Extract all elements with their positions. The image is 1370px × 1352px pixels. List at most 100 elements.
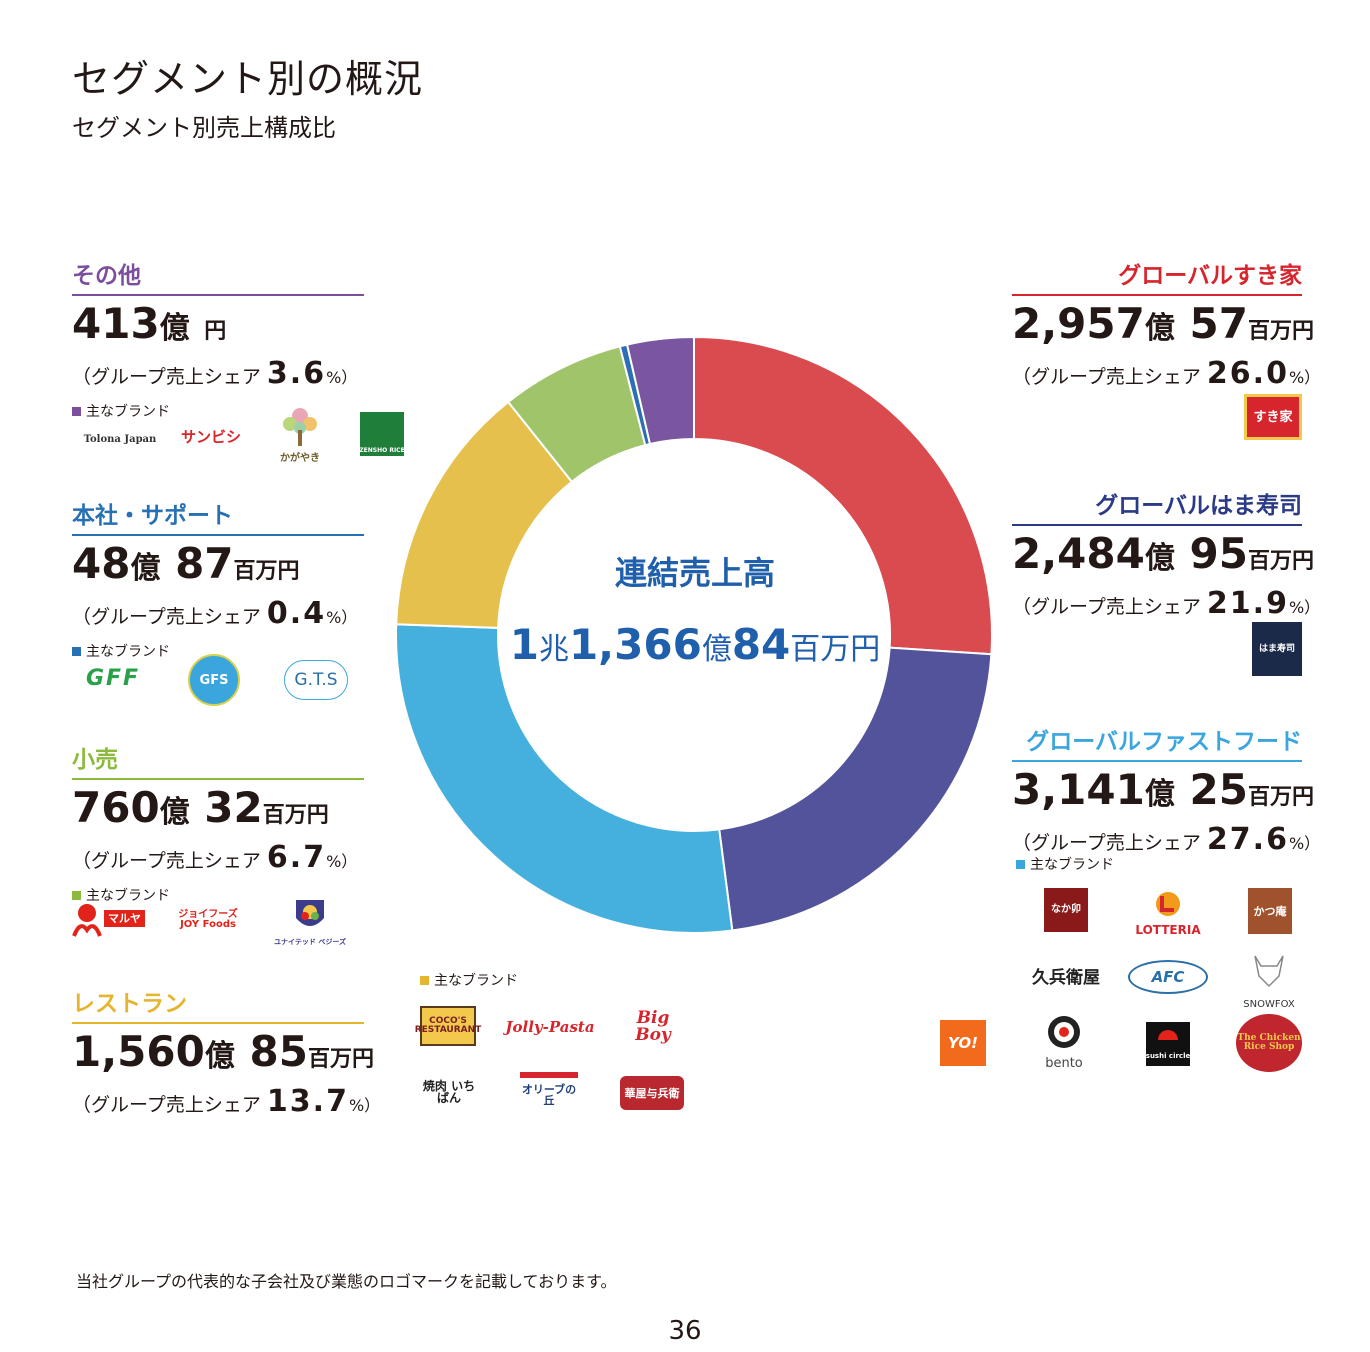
share-suffix: %） bbox=[326, 852, 358, 871]
snowfox-label: SNOWFOX bbox=[1243, 999, 1295, 1010]
amount-oku: 48 bbox=[72, 539, 131, 588]
bento-label: bento bbox=[1045, 1056, 1083, 1071]
segment-hama: グローバルはま寿司 2,484億 95百万円 （グループ売上シェア 21.9%） bbox=[1012, 486, 1320, 621]
share-value: 0.4 bbox=[266, 596, 327, 631]
segment-amount: 413億 円 bbox=[72, 302, 364, 354]
brand-logo-sanbishi: サンビシ bbox=[180, 427, 241, 446]
donut-slice-2 bbox=[395, 623, 734, 934]
bento-roll-icon bbox=[1048, 1016, 1080, 1048]
brands-label: 主なブランド bbox=[86, 644, 170, 660]
donut-slice-1 bbox=[718, 646, 993, 932]
lotteria-label: LOTTERIA bbox=[1135, 923, 1201, 937]
amount-oku-unit: 億 bbox=[130, 551, 161, 586]
brands-header: 主なブランド bbox=[72, 885, 364, 905]
amount-oku-unit: 億 bbox=[204, 1039, 235, 1074]
brand-logo-united-veggies: ユナイテッド ベジーズ bbox=[274, 896, 346, 946]
fox-icon bbox=[1254, 955, 1284, 988]
amount-unit: 百万円 bbox=[307, 1047, 374, 1072]
total-oku-unit: 億 bbox=[701, 632, 732, 667]
segment-amount: 1,560億 85百万円 bbox=[72, 1027, 374, 1082]
share-prefix: （グループ売上シェア bbox=[1012, 366, 1201, 388]
segment-share: （グループ売上シェア 21.9%） bbox=[1012, 586, 1320, 621]
brand-logo-joy-foods: ジョイフーズ JOY Foods bbox=[178, 909, 238, 930]
brand-logo-hanaya-yohei: 華屋与兵衛 bbox=[620, 1076, 684, 1110]
brand-logo-kagayaki: かがやき bbox=[270, 404, 330, 464]
footnote: 当社グループの代表的な子会社及び業態のロゴマークを記載しております。 bbox=[76, 1272, 617, 1291]
amount-unit: 百万円 bbox=[233, 559, 300, 584]
total-oku: 1,366 bbox=[568, 620, 702, 669]
segment-name: 小売 bbox=[72, 740, 364, 780]
amount-million: 57 bbox=[1189, 299, 1248, 348]
lotteria-mark-icon bbox=[1156, 892, 1180, 916]
amount-oku: 413 bbox=[72, 299, 160, 348]
brand-logo-cocos: COCO'S RESTAURANT bbox=[415, 1006, 481, 1046]
total-million-unit: 百万円 bbox=[790, 632, 881, 667]
center-title: 連結売上高 bbox=[614, 554, 775, 592]
segment-other: その他 413億 円 （グループ売上シェア 3.6%） 主なブランド bbox=[72, 256, 364, 421]
segment-amount: 2,957億 57百万円 bbox=[1012, 299, 1314, 354]
sushi-circle-label: sushi circle bbox=[1145, 1052, 1191, 1060]
segment-name: 本社・サポート bbox=[72, 496, 364, 536]
brand-logo-hama-sushi: はま寿司 bbox=[1252, 622, 1302, 676]
brand-logo-sushi-circle: sushi circle bbox=[1146, 1022, 1190, 1066]
share-suffix: %） bbox=[326, 608, 358, 627]
segment-name: グローバルファストフード bbox=[1012, 722, 1302, 762]
amount-oku: 1,560 bbox=[72, 1027, 205, 1076]
brands-label: 主なブランド bbox=[434, 973, 518, 989]
brand-logo-zensho-rice: ZENSHO RICE bbox=[359, 412, 405, 456]
brands-header: 主なブランド bbox=[72, 401, 364, 421]
segment-share: （グループ売上シェア 0.4%） bbox=[72, 596, 364, 631]
brand-logo-nakau: なか卯 bbox=[1044, 888, 1088, 932]
brand-logo-lotteria: LOTTERIA bbox=[1126, 890, 1210, 936]
brand-logo-gfs: GFS bbox=[188, 654, 240, 706]
maruya-mark-icon bbox=[72, 904, 102, 937]
sushi-circle-mark-icon bbox=[1158, 1030, 1178, 1040]
segment-restaurant: レストラン 1,560億 85百万円 （グループ売上シェア 13.7%） bbox=[72, 984, 380, 1119]
amount-unit: 円 bbox=[204, 319, 227, 344]
share-prefix: （グループ売上シェア bbox=[72, 850, 261, 872]
segment-share: （グループ売上シェア 3.6%） bbox=[72, 356, 364, 391]
brand-logo-ichiban: 焼肉 いちばん bbox=[422, 1079, 476, 1105]
page-subtitle: セグメント別売上構成比 bbox=[72, 114, 336, 142]
brand-logo-olive-hill: オリーブの丘 bbox=[520, 1072, 578, 1112]
fastfood-brands-header: 主なブランド bbox=[1016, 854, 1114, 874]
segment-share: （グループ売上シェア 27.6%） bbox=[1012, 822, 1320, 857]
brand-logo-kyubeiya: 久兵衛屋 bbox=[1032, 967, 1100, 988]
amount-oku: 3,141 bbox=[1012, 765, 1145, 814]
brand-logo-gff: GFF bbox=[85, 666, 141, 691]
segment-retail: 小売 760億 32百万円 （グループ売上シェア 6.7%） 主なブランド bbox=[72, 740, 364, 905]
maruya-label: マルヤ bbox=[104, 910, 145, 927]
share-prefix: （グループ売上シェア bbox=[1012, 596, 1201, 618]
brand-logo-tolona: Tolona Japan bbox=[83, 434, 157, 445]
donut-slice-6 bbox=[625, 335, 695, 446]
share-suffix: %） bbox=[326, 368, 358, 387]
brand-logo-yo-sushi: YO! bbox=[940, 1020, 986, 1066]
center-total: 1兆1,366億84百万円 bbox=[490, 620, 900, 669]
brand-logo-sukiya: すき家 bbox=[1244, 394, 1302, 440]
brands-header: 主なブランド bbox=[72, 641, 364, 661]
brand-logo-katsuan: かつ庵 bbox=[1248, 888, 1292, 934]
share-prefix: （グループ売上シェア bbox=[72, 1094, 261, 1116]
share-value: 13.7 bbox=[266, 1084, 349, 1119]
share-value: 6.7 bbox=[266, 840, 327, 875]
segment-hq: 本社・サポート 48億 87百万円 （グループ売上シェア 0.4%） 主なブラン… bbox=[72, 496, 364, 661]
segment-sukiya: グローバルすき家 2,957億 57百万円 （グループ売上シェア 26.0%） bbox=[1012, 256, 1320, 391]
amount-unit: 百万円 bbox=[1247, 549, 1314, 574]
segment-name: グローバルすき家 bbox=[1012, 256, 1302, 296]
share-value: 21.9 bbox=[1206, 586, 1289, 621]
brands-label: 主なブランド bbox=[86, 404, 170, 420]
share-prefix: （グループ売上シェア bbox=[72, 366, 261, 388]
total-million: 84 bbox=[731, 620, 791, 669]
page-number: 36 bbox=[668, 1316, 702, 1346]
segment-share: （グループ売上シェア 6.7%） bbox=[72, 840, 364, 875]
brand-logo-big-boy: Big Boy bbox=[635, 1008, 671, 1045]
amount-million: 25 bbox=[1189, 765, 1248, 814]
segment-amount: 2,484億 95百万円 bbox=[1012, 532, 1314, 584]
amount-oku-unit: 億 bbox=[1144, 777, 1175, 812]
amount-unit: 百万円 bbox=[1247, 319, 1314, 344]
amount-oku: 2,957 bbox=[1012, 299, 1145, 348]
segment-share: （グループ売上シェア 26.0%） bbox=[1012, 356, 1320, 391]
united-veggies-label: ユナイテッド ベジーズ bbox=[274, 938, 346, 946]
total-trillion: 1 bbox=[509, 620, 539, 669]
